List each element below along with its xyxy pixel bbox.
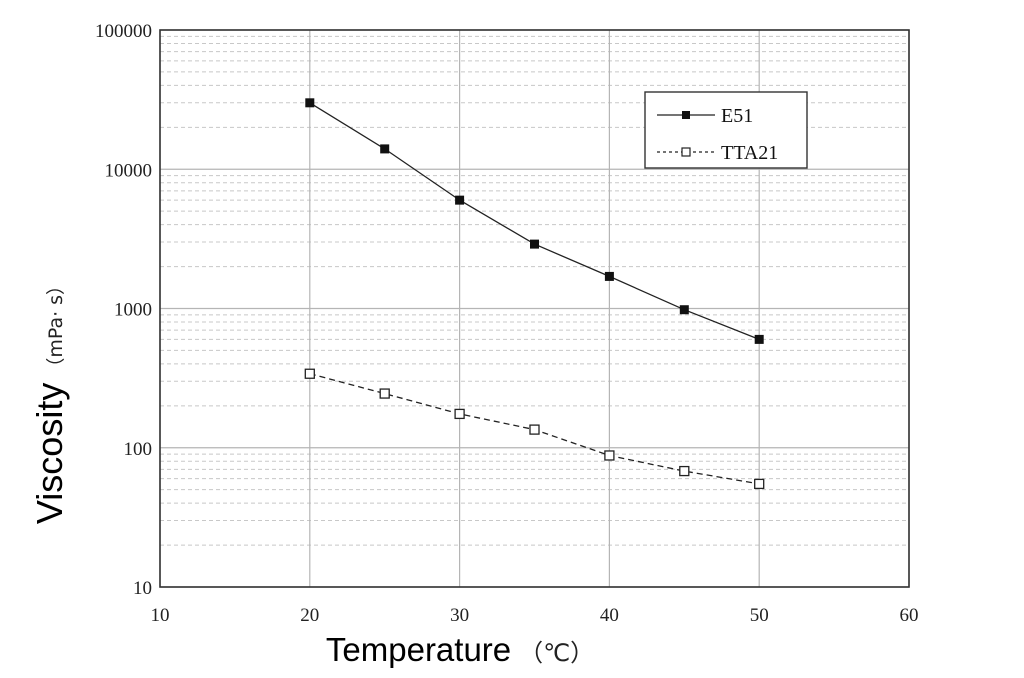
- x-axis-unit: （℃）: [519, 639, 594, 667]
- x-tick-label: 60: [900, 605, 919, 626]
- x-tick-label: 20: [300, 605, 319, 626]
- data-point-tta21: [754, 478, 765, 490]
- legend-e51-label: E51: [721, 105, 753, 127]
- y-tick-label: 10: [133, 578, 152, 599]
- data-point-tta21: [379, 388, 390, 399]
- data-point-e51: [455, 195, 465, 205]
- grid-lines: [159, 29, 910, 588]
- data-point-e51: [754, 334, 764, 344]
- series-layer: [304, 98, 765, 490]
- y-axis-label: Viscosity: [29, 383, 70, 524]
- data-point-e51: [679, 305, 689, 315]
- data-point-e51: [380, 144, 390, 154]
- legend-tta21-label: TTA21: [721, 142, 778, 164]
- y-tick-label: 100: [124, 439, 153, 460]
- x-axis-label: Temperature: [326, 631, 511, 668]
- data-point-tta21: [454, 408, 465, 420]
- legend-box: [644, 91, 808, 169]
- y-tick-label: 10000: [105, 160, 153, 181]
- x-tick-label: 50: [750, 605, 769, 626]
- legend-tta21-marker: [681, 147, 691, 157]
- plot-frame: [159, 29, 910, 588]
- data-point-tta21: [679, 465, 690, 477]
- tick-labels: 10 20 30 40 50 60 10 100 1000 10000 100000: [95, 21, 919, 626]
- data-point-tta21: [529, 424, 540, 435]
- y-axis-title: Viscosity （mPa· s）: [29, 276, 70, 524]
- x-axis-title: Temperature （℃）: [326, 631, 594, 668]
- x-tick-label: 10: [151, 605, 170, 626]
- y-tick-label: 100000: [95, 21, 152, 42]
- legend: E51 TTA21: [644, 91, 808, 169]
- data-point-e51: [305, 98, 315, 108]
- data-point-tta21: [304, 368, 315, 379]
- data-point-e51: [530, 239, 539, 249]
- x-tick-label: 40: [600, 605, 619, 626]
- legend-e51-marker: [682, 111, 690, 119]
- x-tick-label: 30: [450, 605, 469, 626]
- y-axis-unit: （mPa· s）: [45, 276, 67, 377]
- y-tick-label: 1000: [114, 300, 152, 321]
- data-point-e51: [604, 271, 614, 281]
- data-point-tta21: [604, 450, 615, 461]
